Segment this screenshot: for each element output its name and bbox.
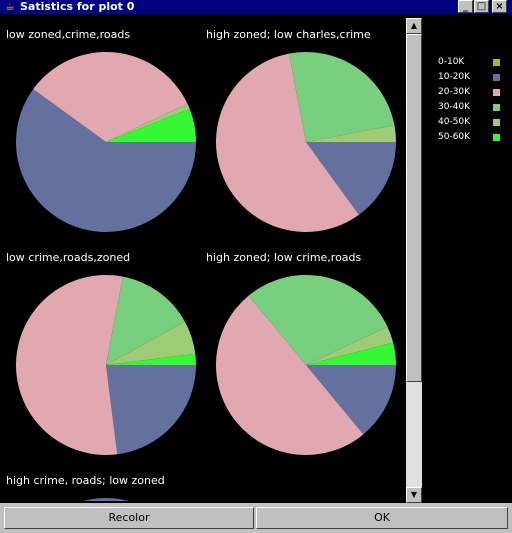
window-client-area: low zoned,crime,roads high zoned; low cha… — [0, 14, 512, 503]
pie-title: high zoned; low charles,crime — [206, 28, 371, 41]
window-title: Satistics for plot 0 — [20, 0, 134, 13]
legend-swatch — [493, 119, 500, 126]
pie-title: high zoned; low crime,roads — [206, 251, 361, 264]
coffee-cup-icon: ☕ — [4, 1, 16, 13]
legend-label: 10-20K — [438, 72, 470, 82]
legend-label: 20-30K — [438, 87, 470, 97]
scroll-down-button[interactable]: ▼ — [406, 487, 422, 503]
vertical-scrollbar[interactable]: ▲ ▼ — [406, 18, 422, 503]
legend-entry: 50-60K — [438, 132, 510, 143]
pie-title: low zoned,crime,roads — [6, 28, 130, 41]
pie-chart: low zoned,crime,roads — [6, 28, 206, 238]
legend-label: 50-60K — [438, 132, 470, 142]
scroll-up-button[interactable]: ▲ — [406, 18, 422, 34]
scroll-thumb[interactable] — [406, 34, 422, 382]
ok-button[interactable]: OK — [256, 507, 508, 529]
pie-canvas — [6, 44, 206, 240]
arrow-up-icon: ▲ — [411, 21, 417, 30]
minimize-button[interactable]: _ — [458, 0, 473, 13]
legend-swatch — [493, 74, 500, 81]
pie-chart: high zoned; low charles,crime — [206, 28, 406, 238]
legend-swatch — [493, 89, 500, 96]
title-bar[interactable]: ☕ Satistics for plot 0 _ □ × — [0, 0, 512, 14]
legend-swatch — [493, 59, 500, 66]
pie-charts-scroll-pane[interactable]: low zoned,crime,roads high zoned; low cha… — [4, 18, 406, 501]
pie-slice-10-20k — [106, 365, 196, 454]
legend-entry: 20-30K — [438, 87, 510, 98]
pie-canvas — [6, 267, 206, 463]
legend-entry: 40-50K — [438, 117, 510, 128]
legend-label: 30-40K — [438, 102, 470, 112]
legend-entry: 30-40K — [438, 102, 510, 113]
legend-entry: 10-20K — [438, 72, 510, 83]
pie-chart: high crime, roads; low zoned — [6, 474, 206, 501]
legend-entry: 0-10K — [438, 57, 510, 68]
close-button[interactable]: × — [492, 0, 507, 13]
pie-title: low crime,roads,zoned — [6, 251, 130, 264]
pie-slice-10-20k — [16, 498, 196, 501]
pie-title: high crime, roads; low zoned — [6, 474, 165, 487]
pie-canvas — [206, 267, 406, 463]
legend: 0-10K 10-20K 20-30K 30-40K 40-50K 50-60K — [424, 18, 510, 503]
button-bar: Recolor OK — [0, 503, 512, 533]
maximize-button[interactable]: □ — [474, 0, 489, 13]
arrow-down-icon: ▼ — [411, 490, 417, 499]
legend-swatch — [493, 134, 500, 141]
legend-label: 0-10K — [438, 57, 464, 67]
pie-canvas — [6, 490, 206, 501]
pie-canvas — [206, 44, 406, 240]
legend-label: 40-50K — [438, 117, 470, 127]
pie-chart: high zoned; low crime,roads — [206, 251, 406, 461]
recolor-button[interactable]: Recolor — [4, 507, 254, 529]
pie-chart: low crime,roads,zoned — [6, 251, 206, 461]
legend-swatch — [493, 104, 500, 111]
